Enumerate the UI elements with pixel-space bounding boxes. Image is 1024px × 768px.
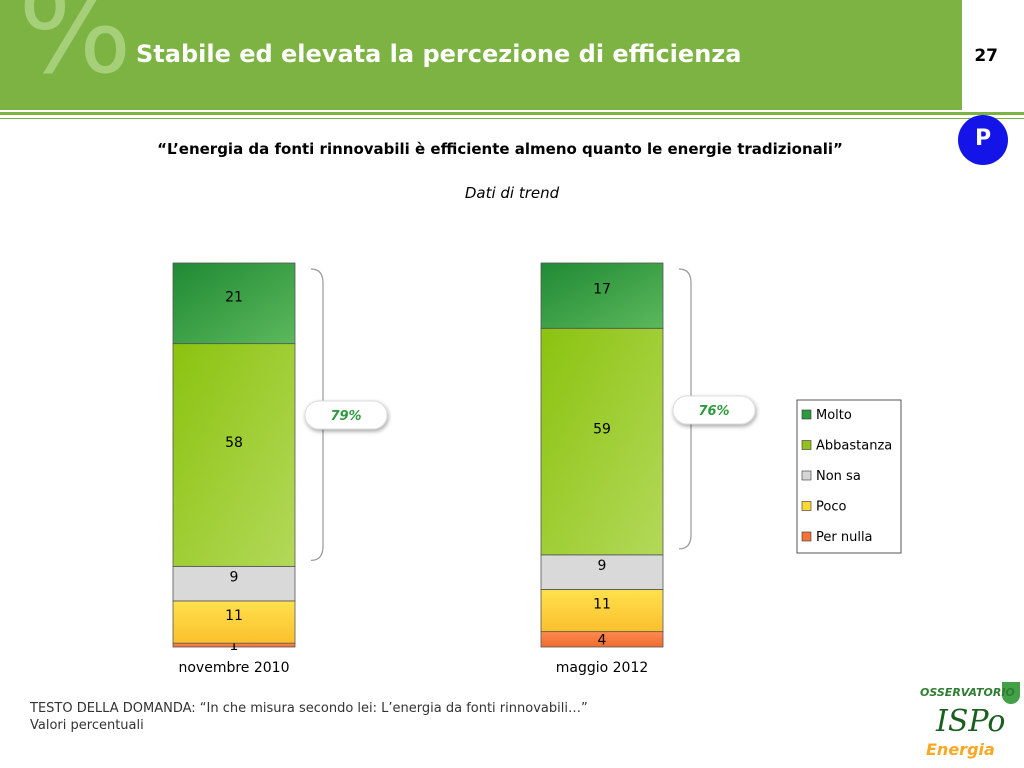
total-label: 79% <box>330 409 361 424</box>
legend-label: Non sa <box>816 469 861 484</box>
footer-units: Valori percentuali <box>30 718 144 733</box>
data-label: 21 <box>225 289 243 305</box>
bar-molto <box>172 262 296 345</box>
legend-label: Poco <box>816 500 846 515</box>
total-pill <box>304 400 388 430</box>
data-label: 58 <box>225 435 243 451</box>
footer-note: TESTO DELLA DOMANDA: “In che misura seco… <box>30 700 588 734</box>
ispo-logo: OSSERVATORIO ISPo Energia <box>910 680 1022 766</box>
category-label: novembre 2010 <box>178 660 289 676</box>
question-text: “L’energia da fonti rinnovabili è effici… <box>157 140 843 158</box>
data-label: 9 <box>230 570 239 586</box>
data-label: 59 <box>593 422 611 438</box>
header-divider-thin <box>0 118 1024 119</box>
total-label: 76% <box>698 404 729 419</box>
data-label: 11 <box>593 597 611 613</box>
header-bar: % Stabile ed elevata la percezione di ef… <box>0 0 962 110</box>
chart-subtitle: Dati di trend <box>464 184 560 202</box>
legend-label: Per nulla <box>816 530 873 545</box>
bar-molto <box>540 262 664 329</box>
logo-text-main: ISPo <box>936 704 1006 739</box>
bar-poco <box>172 600 296 644</box>
footer-question: TESTO DELLA DOMANDA: “In che misura seco… <box>30 701 588 716</box>
data-label: 17 <box>593 282 611 298</box>
category-label: maggio 2012 <box>556 660 649 676</box>
section-badge: P <box>958 115 1008 165</box>
data-label: 9 <box>598 558 607 574</box>
plug-icon <box>1002 682 1020 704</box>
legend-label: Abbastanza <box>816 439 892 454</box>
page-number: 27 <box>974 46 998 66</box>
legend-label: Molto <box>816 408 852 423</box>
legend-swatch <box>801 531 812 542</box>
bar-abbastanza <box>540 327 664 556</box>
bar-non-sa <box>172 565 296 602</box>
data-label: 1 <box>230 638 239 654</box>
legend-box <box>796 399 902 554</box>
header-divider <box>0 112 1024 115</box>
total-pill <box>672 395 756 425</box>
page-number-box: 27 <box>962 0 1024 110</box>
percent-icon: % <box>18 0 133 101</box>
logo-text-bottom: Energia <box>926 740 995 759</box>
legend-swatch <box>801 501 812 511</box>
data-label: 4 <box>598 632 607 648</box>
logo-text-top: OSSERVATORIO <box>920 686 1015 699</box>
legend-swatch <box>801 440 812 450</box>
bar-poco <box>540 589 664 633</box>
bar-non-sa <box>540 554 664 590</box>
page-title: Stabile ed elevata la percezione di effi… <box>136 40 742 68</box>
legend-swatch <box>801 409 812 420</box>
bar-abbastanza <box>172 343 296 567</box>
legend-swatch <box>801 470 812 481</box>
data-label: 11 <box>225 608 243 624</box>
